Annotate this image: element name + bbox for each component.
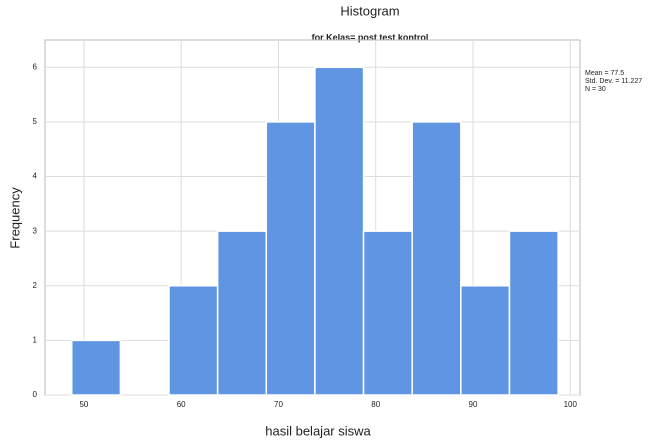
stats-label: N = 30 xyxy=(585,86,606,93)
bar xyxy=(508,230,559,396)
bar xyxy=(168,285,219,396)
x-tick-label: 90 xyxy=(469,400,478,409)
stats-label: Std. Dev. = 11.227 xyxy=(585,78,642,85)
y-tick-label: 1 xyxy=(33,335,38,344)
y-axis-label: Frequency xyxy=(7,187,22,249)
x-tick-label: 100 xyxy=(564,400,578,409)
y-tick-label: 5 xyxy=(33,117,38,126)
bar xyxy=(216,230,268,396)
chart-title: Histogram xyxy=(340,3,399,18)
x-tick-label: 80 xyxy=(371,400,380,409)
x-axis-label: hasil belajar siswa xyxy=(265,423,371,438)
x-tick-label: 70 xyxy=(274,400,283,409)
y-tick-label: 6 xyxy=(33,62,38,71)
bar xyxy=(362,230,413,396)
bar xyxy=(314,66,365,396)
chart-subtitle: for Kelas= post test kontrol xyxy=(312,32,429,42)
x-tick-label: 50 xyxy=(79,400,88,409)
y-tick-label: 4 xyxy=(33,172,38,181)
bar xyxy=(411,121,462,396)
y-tick-label: 2 xyxy=(33,281,38,290)
y-tick-label: 0 xyxy=(33,390,38,399)
stats-label: Mean = 77.5 xyxy=(585,70,624,77)
y-tick-label: 3 xyxy=(33,226,38,235)
x-tick-label: 60 xyxy=(177,400,186,409)
bar xyxy=(460,285,511,396)
bar xyxy=(265,121,316,396)
bar xyxy=(71,339,122,396)
